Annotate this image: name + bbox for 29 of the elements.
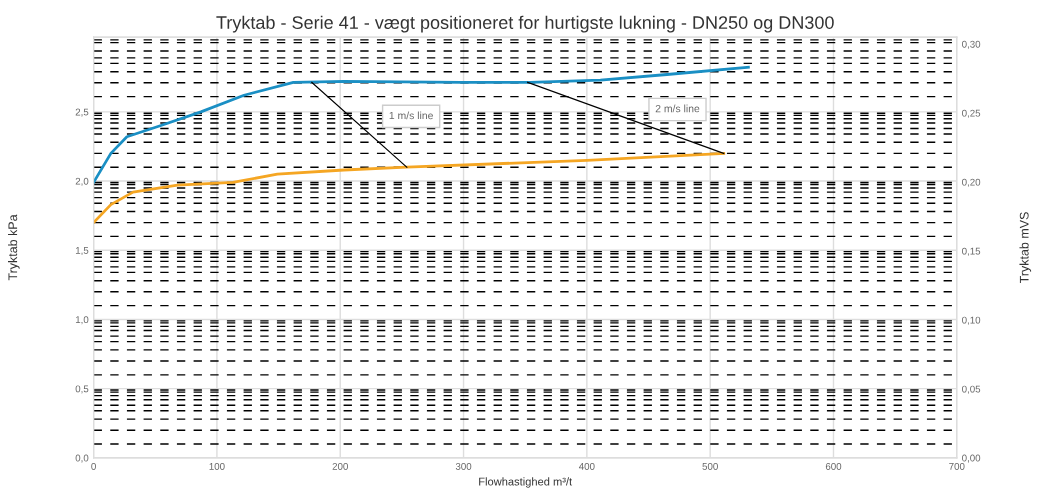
x-tick-label: 200	[332, 462, 348, 470]
y-tick-label: 0,5	[75, 385, 89, 394]
y2-tick-label: 0,30	[962, 40, 981, 49]
y-tick-label: 2,0	[75, 177, 89, 186]
y2-tick-label: 0,00	[962, 454, 981, 463]
x-tick-label: 600	[825, 462, 842, 470]
y-tick-label: 2,5	[75, 108, 89, 117]
x-axis-title: Flowhastighed m³/t	[479, 477, 573, 488]
x-tick-label: 0	[91, 462, 96, 470]
x-tick-label: 300	[455, 462, 472, 470]
chart-title: Tryktab - Serie 41 - vægt positioneret for hurtigste lukning - DN250 og DN300	[216, 15, 834, 33]
series-label: 2 m/s line	[655, 104, 700, 113]
y2-tick-label: 0,10	[962, 316, 981, 325]
line-series	[93, 151, 726, 224]
x-tick-label: 400	[578, 462, 595, 470]
y2-axis-title: Tryktab mVS	[1019, 212, 1032, 284]
line-series	[93, 65, 750, 184]
x-tick-label: 100	[209, 462, 225, 470]
y2-tick-label: 0,25	[962, 109, 981, 118]
y-tick-label: 1,5	[75, 247, 89, 256]
y-axis-title: Tryktab kPa	[8, 214, 20, 281]
x-tick-label: 700	[949, 462, 965, 470]
y2-tick-label: 0,20	[962, 178, 981, 187]
y2-tick-label: 0,05	[962, 385, 981, 394]
y-tick-label: 0,0	[75, 454, 89, 463]
text: 1 m/s line	[389, 111, 433, 120]
y-tick-label: 1,0	[75, 316, 89, 325]
x-tick-label: 500	[702, 462, 718, 470]
y2-tick-label: 0,15	[962, 247, 981, 256]
